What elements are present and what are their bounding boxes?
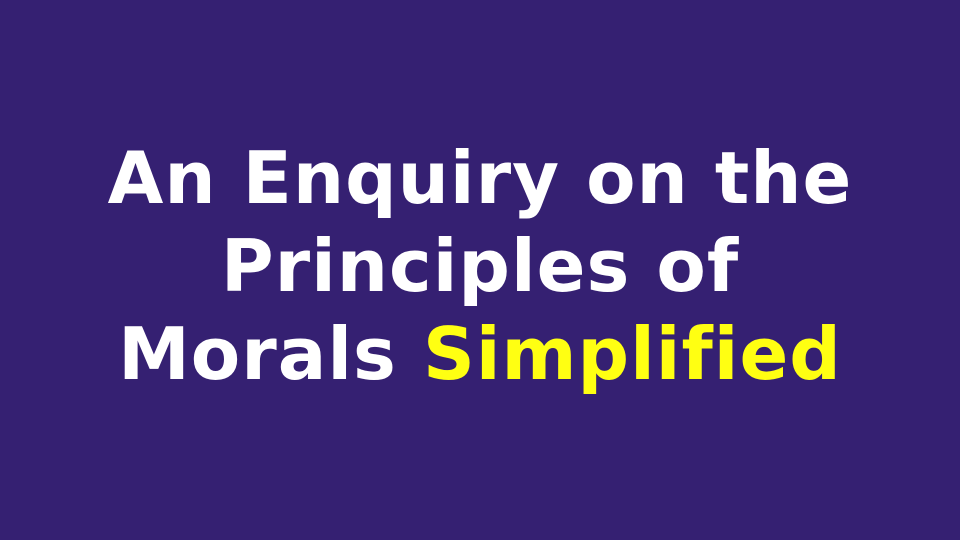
title-line-2: Principles of [220,224,740,308]
title-line-1: An Enquiry on the [107,136,853,220]
title-highlight-simplified: Simplified [422,312,842,396]
title-line-3: Morals Simplified [30,310,930,398]
slide-title: An Enquiry on the Principles of Morals S… [30,134,930,398]
title-word-morals: Morals [118,312,397,396]
